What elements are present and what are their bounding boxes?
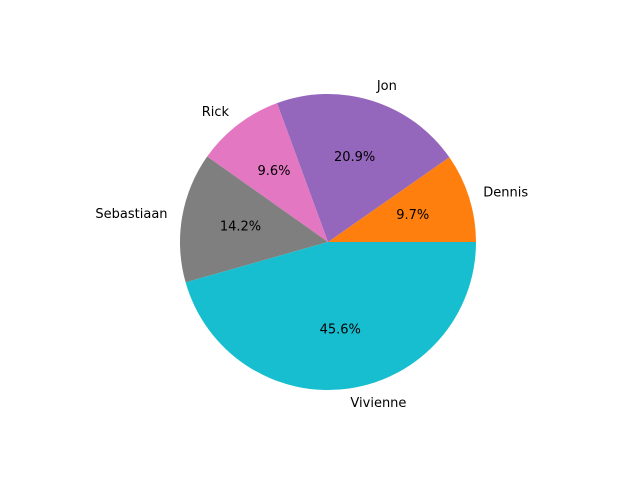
pie-slice-dennis <box>328 157 476 242</box>
slice-percent-sebastiaan: 14.2% <box>220 220 261 235</box>
pie-slice-vivienne <box>185 242 476 391</box>
slice-percent-vivienne: 45.6% <box>320 322 361 337</box>
slice-label-rick: Rick <box>202 105 230 120</box>
pie-labels: Dennis 9.7% Jon 20.9% Rick 9.6% Sebastiaan 14.2… <box>95 79 528 411</box>
pie-slice-rick <box>207 103 328 242</box>
pie-slice-sebastiaan <box>179 156 328 283</box>
slice-label-jon: Jon <box>376 79 397 94</box>
slice-percent-rick: 9.6% <box>258 164 291 179</box>
slice-label-sebastiaan: Sebastiaan <box>95 207 167 222</box>
pie-slice-jon <box>276 94 450 242</box>
slice-label-dennis: Dennis <box>483 186 528 201</box>
slice-label-vivienne: Vivienne <box>350 396 406 411</box>
slice-percent-dennis: 9.7% <box>396 208 429 223</box>
pie-slices <box>179 94 476 391</box>
slice-percent-jon: 20.9% <box>334 150 375 165</box>
